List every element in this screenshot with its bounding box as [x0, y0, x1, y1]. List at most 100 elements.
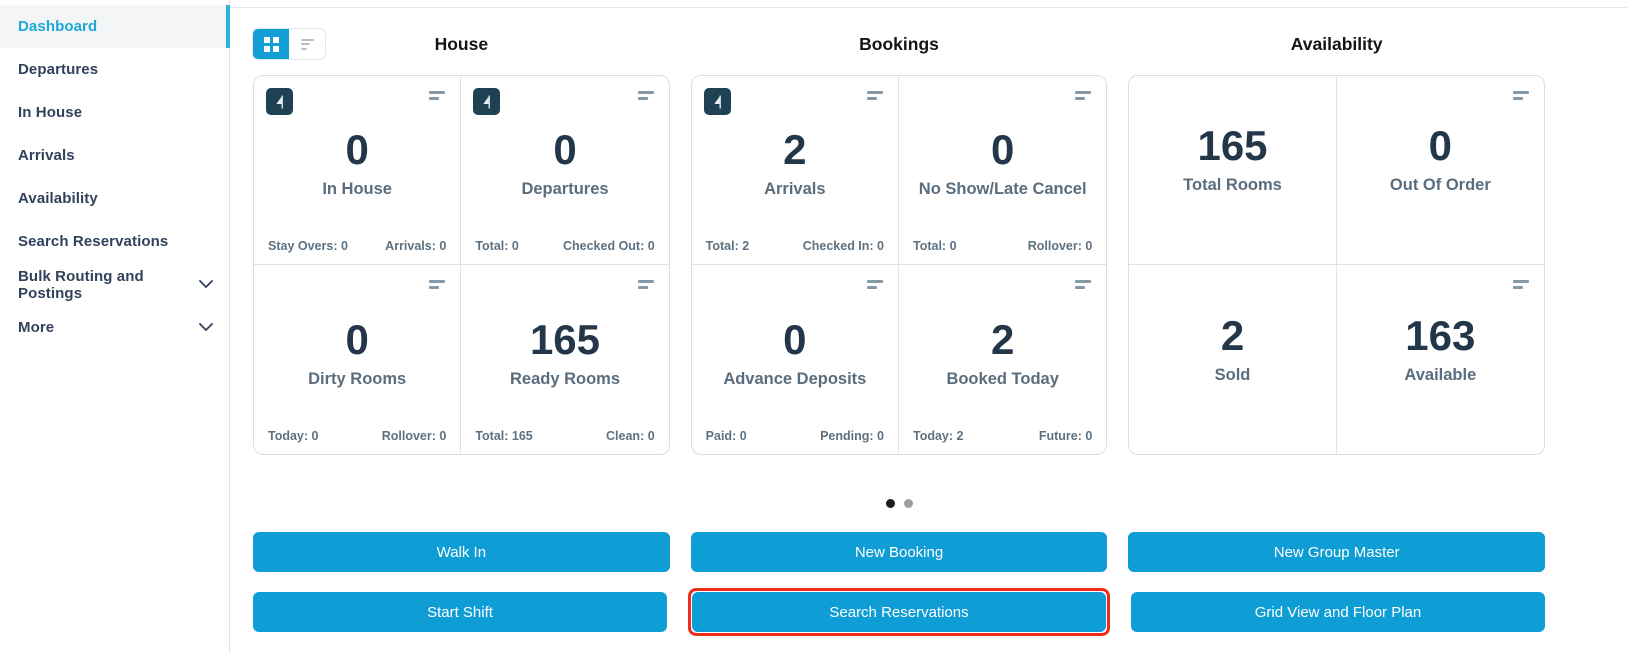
- flag-icon: [703, 88, 731, 115]
- pagination-dot[interactable]: [903, 499, 913, 508]
- sort-icon[interactable]: [429, 91, 446, 100]
- new-group-master-button[interactable]: New Group Master: [1128, 532, 1546, 572]
- card-stats: Stay Overs: 0 Arrivals: 0: [268, 239, 446, 253]
- sidebar-item-label: In House: [18, 104, 83, 121]
- sidebar-item-label: Arrivals: [18, 147, 75, 164]
- card-value: 0: [345, 315, 369, 363]
- sort-icon[interactable]: [867, 91, 883, 100]
- card-value: 2: [1220, 311, 1245, 359]
- section-title-bookings: Bookings: [859, 33, 939, 54]
- sort-icon[interactable]: [429, 280, 446, 289]
- stat-left: Today: 2: [913, 429, 964, 443]
- new-booking-button[interactable]: New Booking: [690, 532, 1108, 572]
- card-no-show-late-cancel[interactable]: 0 No Show/Late Cancel Total: 0 Rollover:…: [899, 76, 1107, 265]
- card-value: 2: [783, 126, 807, 173]
- sidebar: Dashboard Departures In House Arrivals A…: [0, 0, 230, 653]
- stat-left: Today: 0: [268, 429, 319, 443]
- stat-left: Total: 2: [705, 239, 750, 253]
- stat-left: Paid: 0: [705, 429, 747, 443]
- sidebar-item-label: Dashboard: [18, 18, 98, 35]
- card-arrivals[interactable]: 2 Arrivals Total: 2 Checked In: 0: [691, 76, 899, 265]
- sidebar-item-label: Departures: [18, 61, 99, 78]
- card-available[interactable]: 163 Available: [1337, 265, 1544, 454]
- card-label: Departures: [521, 180, 609, 198]
- card-stats: Total: 2 Checked In: 0: [706, 239, 884, 253]
- start-shift-button[interactable]: Start Shift: [253, 592, 667, 632]
- card-label: In House: [322, 180, 392, 198]
- sort-icon[interactable]: [637, 280, 654, 289]
- section-title-availability: Availability: [1290, 33, 1383, 54]
- card-value: 2: [990, 315, 1015, 363]
- sidebar-item-availability[interactable]: Availability: [0, 177, 229, 220]
- card-label: Arrivals: [764, 180, 826, 198]
- grid-view-icon: [263, 36, 279, 52]
- grid-view-button[interactable]: [253, 29, 289, 59]
- sidebar-item-search-reservations[interactable]: Search Reservations: [0, 220, 229, 263]
- house-section-card: 0 In House Stay Overs: 0 Arrivals: 0 0 D…: [253, 75, 670, 455]
- sidebar-item-departures[interactable]: Departures: [0, 48, 229, 91]
- availability-section-card: 165 Total Rooms 0 Out Of Order 2 Sold 16…: [1128, 75, 1546, 455]
- flag-icon: [473, 88, 501, 115]
- stat-left: Stay Overs: 0: [268, 239, 348, 253]
- card-stats: Today: 0 Rollover: 0: [268, 429, 446, 443]
- sidebar-item-in-house[interactable]: In House: [0, 91, 229, 134]
- card-stats: Paid: 0 Pending: 0: [706, 429, 884, 443]
- card-value: 0: [553, 126, 577, 173]
- card-total-rooms[interactable]: 165 Total Rooms: [1129, 76, 1337, 265]
- card-advance-deposits[interactable]: 0 Advance Deposits Paid: 0 Pending: 0: [692, 265, 899, 454]
- card-in-house[interactable]: 0 In House Stay Overs: 0 Arrivals: 0: [254, 76, 462, 265]
- sidebar-item-arrivals[interactable]: Arrivals: [0, 134, 229, 177]
- card-label: Booked Today: [946, 369, 1059, 388]
- card-value: 0: [345, 126, 369, 173]
- dashboard-main: House Bookings Availability 0 In House S…: [230, 0, 1627, 653]
- card-label: Out Of Order: [1389, 176, 1491, 194]
- sort-icon[interactable]: [867, 280, 883, 289]
- sidebar-item-dashboard[interactable]: Dashboard: [0, 5, 230, 48]
- card-out-of-order[interactable]: 0 Out Of Order: [1336, 76, 1545, 265]
- view-toggle: [253, 29, 325, 59]
- grid-view-and-floor-plan-button[interactable]: Grid View and Floor Plan: [1131, 592, 1545, 632]
- stat-right: Checked In: 0: [802, 239, 884, 253]
- card-value: 165: [529, 315, 601, 363]
- walk-in-button[interactable]: Walk In: [253, 532, 670, 572]
- search-reservations-highlight-box: Search Reservations: [688, 588, 1110, 636]
- stat-right: Checked Out: 0: [562, 239, 655, 253]
- sort-icon[interactable]: [637, 91, 654, 100]
- sidebar-item-bulk-routing-and-postings[interactable]: Bulk Routing and Postings: [0, 263, 229, 306]
- flag-icon: [266, 88, 293, 115]
- stat-right: Arrivals: 0: [385, 239, 447, 253]
- card-value: 0: [783, 315, 807, 363]
- sort-icon[interactable]: [1513, 91, 1530, 100]
- bookings-section-card: 2 Arrivals Total: 2 Checked In: 0 0 No S…: [690, 75, 1108, 455]
- sort-icon[interactable]: [1075, 280, 1092, 289]
- card-dirty-rooms[interactable]: 0 Dirty Rooms Today: 0 Rollover: 0: [254, 265, 462, 454]
- stat-left: Total: 165: [475, 429, 533, 443]
- stat-right: Clean: 0: [606, 429, 655, 443]
- card-departures[interactable]: 0 Departures Total: 0 Checked Out: 0: [461, 76, 669, 265]
- card-value: 163: [1405, 311, 1476, 359]
- search-reservations-button[interactable]: Search Reservations: [692, 592, 1106, 632]
- chevron-down-icon: [199, 323, 213, 332]
- card-sold[interactable]: 2 Sold: [1129, 265, 1337, 454]
- card-stats: Total: 165 Clean: 0: [475, 429, 654, 443]
- list-view-button[interactable]: [289, 29, 325, 59]
- sidebar-item-more[interactable]: More: [0, 306, 229, 349]
- sidebar-item-label: Bulk Routing and Postings: [18, 267, 144, 302]
- stat-left: Total: 0: [913, 239, 957, 253]
- chevron-down-icon: [199, 280, 213, 289]
- sort-icon[interactable]: [1513, 280, 1530, 289]
- carousel-pagination: [253, 499, 1545, 508]
- section-title-house: House: [434, 33, 489, 54]
- card-booked-today[interactable]: 2 Booked Today Today: 2 Future: 0: [899, 265, 1106, 454]
- stat-right: Future: 0: [1038, 429, 1093, 443]
- card-label: No Show/Late Cancel: [918, 180, 1087, 198]
- card-ready-rooms[interactable]: 165 Ready Rooms Total: 165 Clean: 0: [461, 265, 668, 454]
- card-value: 0: [990, 126, 1015, 173]
- pagination-dot[interactable]: [885, 499, 895, 508]
- card-label: Dirty Rooms: [308, 369, 407, 388]
- sort-icon[interactable]: [1075, 91, 1092, 100]
- sidebar-item-label: Search Reservations: [18, 233, 169, 250]
- section-headers: House Bookings Availability: [253, 26, 1545, 62]
- sidebar-item-label: More: [18, 319, 55, 336]
